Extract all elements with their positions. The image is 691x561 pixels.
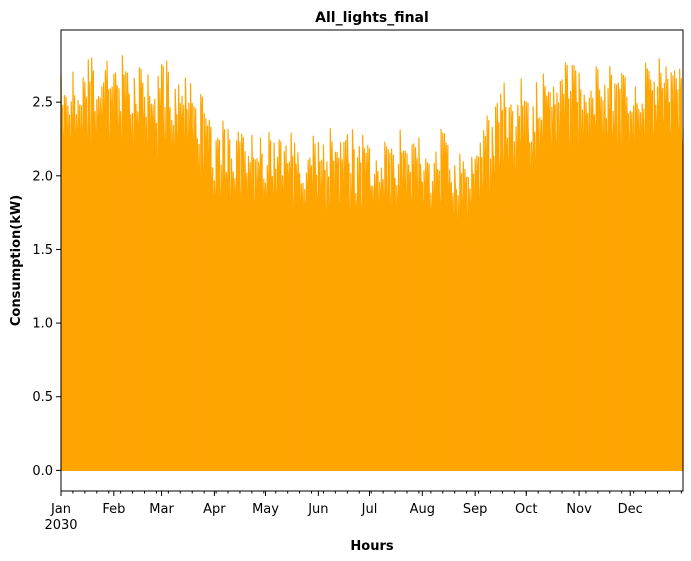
- x-tick-label: Apr: [203, 502, 226, 517]
- x-tick-label: Aug: [410, 502, 435, 517]
- y-tick-label: 0.0: [32, 464, 53, 479]
- y-tick-label: 2.0: [32, 169, 53, 184]
- series-area: [60, 55, 684, 471]
- chart-title: All_lights_final: [315, 10, 429, 26]
- y-axis: 0.0 0.5 1.0 1.5 2.0 2.5: [32, 96, 61, 479]
- x-tick-label: Nov: [566, 502, 592, 517]
- x-tick-label: Feb: [102, 502, 125, 517]
- y-tick-label: 2.5: [32, 96, 53, 111]
- x-tick-label: Dec: [618, 502, 643, 517]
- x-tick-label: Sep: [463, 502, 488, 517]
- plot-area: [60, 55, 684, 471]
- x-tick-label: Jun: [307, 502, 328, 517]
- x-axis-title: Hours: [350, 539, 393, 554]
- y-tick-label: 0.5: [32, 390, 53, 405]
- x-tick-label: Jul: [361, 502, 378, 517]
- axes-frame: [60, 29, 684, 492]
- x-tick-label: May: [252, 502, 279, 517]
- x-tick-label: Oct: [515, 502, 537, 517]
- x-tick-label: Jan: [50, 502, 71, 517]
- x-tick-year-label: 2030: [44, 518, 77, 533]
- y-tick-label: 1.0: [32, 317, 53, 332]
- y-tick-label: 1.5: [32, 243, 53, 258]
- y-axis-title: Consumption(kW): [9, 195, 24, 326]
- x-tick-label: Mar: [149, 502, 174, 517]
